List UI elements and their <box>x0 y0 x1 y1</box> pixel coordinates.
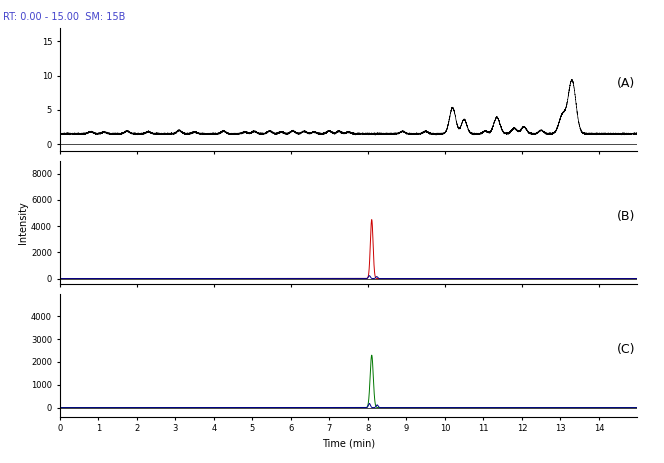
Text: (B): (B) <box>618 210 635 223</box>
Y-axis label: Intensity: Intensity <box>18 201 28 244</box>
Text: RT: 0.00 - 15.00  SM: 15B: RT: 0.00 - 15.00 SM: 15B <box>3 12 125 22</box>
Text: (A): (A) <box>618 77 635 90</box>
Text: (C): (C) <box>618 343 635 356</box>
X-axis label: Time (min): Time (min) <box>322 439 375 449</box>
